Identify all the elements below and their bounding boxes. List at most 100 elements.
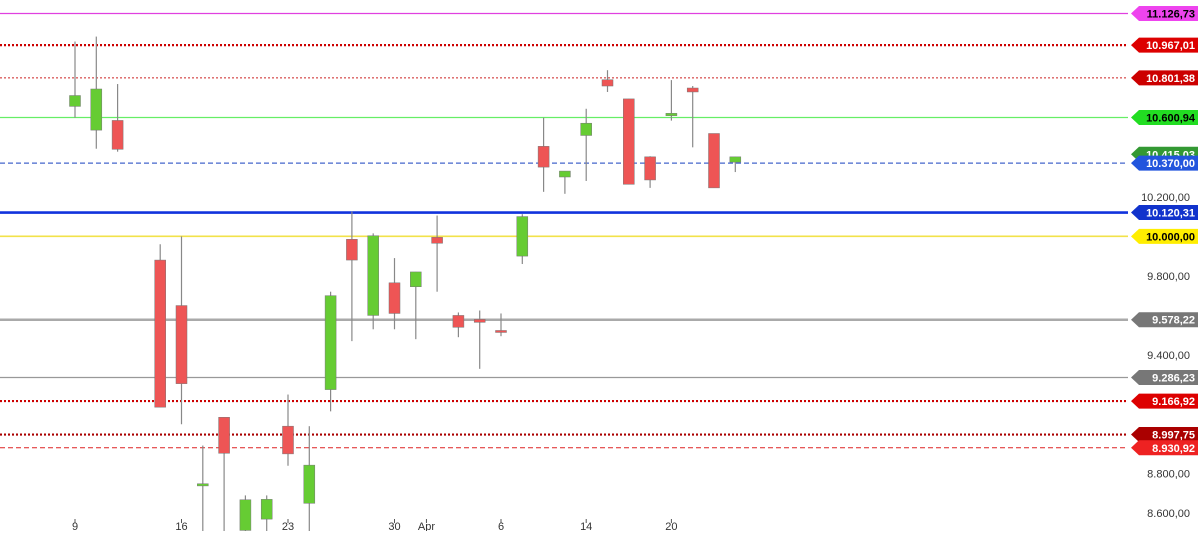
price-label-text: 10.967,01 <box>1146 40 1195 52</box>
candle-body <box>218 417 230 454</box>
candle <box>90 36 103 149</box>
candle-body <box>537 146 550 168</box>
candle-body <box>644 156 656 181</box>
y-axis: 10.200,00 9.800,00 9.400,00 8.800,00 8.600,0… <box>1141 192 1190 520</box>
candle <box>473 310 486 369</box>
price-label-tag <box>1131 228 1198 244</box>
level-price-label: 10.120,31 <box>1131 205 1198 221</box>
level-price-label: 9.286,23 <box>1131 369 1198 385</box>
candle <box>559 170 571 194</box>
y-tick-label: 10.200,00 <box>1141 192 1190 204</box>
level-price-label: 9.578,22 <box>1131 312 1198 328</box>
candle <box>708 133 720 189</box>
candle <box>175 236 188 425</box>
candle-body <box>260 499 273 520</box>
candle <box>410 271 422 340</box>
y-tick-label: 8.800,00 <box>1147 469 1190 481</box>
price-label-text: 9.166,92 <box>1152 396 1195 408</box>
price-label-text: 8.930,92 <box>1152 443 1195 455</box>
candle-body <box>580 122 592 136</box>
candle <box>324 291 337 412</box>
candle-body <box>69 95 81 107</box>
price-label-tag <box>1131 440 1198 456</box>
candle <box>260 495 273 531</box>
candle-body <box>197 483 209 487</box>
price-label-text: 11.126,73 <box>1147 9 1195 21</box>
candle <box>729 156 742 173</box>
x-tick-label: 23 <box>282 521 294 531</box>
candle <box>431 215 443 292</box>
level-price-label: 9.166,92 <box>1131 393 1198 409</box>
price-label-text: 10.600,94 <box>1146 112 1196 124</box>
price-label-text: 8.997,75 <box>1152 430 1195 442</box>
price-label-text: 9.578,22 <box>1152 315 1195 327</box>
candle <box>282 394 294 466</box>
level-price-label: 10.600,94 <box>1131 109 1198 125</box>
candle-body <box>601 79 614 87</box>
price-label-text: 10.370,00 <box>1146 158 1195 170</box>
candle-body <box>154 259 166 408</box>
price-label-tag <box>1131 109 1198 125</box>
candle <box>154 244 166 408</box>
candle-body <box>452 315 465 328</box>
price-label-tag <box>1131 70 1198 86</box>
candle-body <box>473 319 486 323</box>
x-tick-label: 30 <box>388 521 400 531</box>
x-tick-label: 14 <box>580 521 592 531</box>
price-label-tag <box>1131 155 1198 171</box>
candle-body <box>367 235 379 316</box>
candles-layer <box>69 36 742 531</box>
candle-body <box>516 216 529 257</box>
price-label-tag <box>1131 369 1198 385</box>
y-tick-label: 9.400,00 <box>1147 350 1190 362</box>
candle <box>665 80 678 121</box>
candle <box>111 84 124 152</box>
candle-body <box>388 282 401 314</box>
candle-body <box>708 133 720 189</box>
level-price-label: 10.801,38 <box>1131 70 1198 86</box>
levels-layer <box>0 12 1128 449</box>
price-label-tag <box>1131 427 1198 443</box>
candle-body <box>559 170 571 178</box>
candle-body <box>431 237 443 244</box>
candle-body <box>282 425 294 455</box>
x-tick-label: 6 <box>498 521 504 531</box>
candle <box>239 495 252 531</box>
candle-body <box>623 98 635 185</box>
candle-body <box>495 330 507 333</box>
candle <box>69 41 81 118</box>
candle-body <box>346 239 358 261</box>
candle <box>218 417 230 531</box>
candle <box>197 445 209 531</box>
level-labels: 11.126,7310.967,0110.801,3810.600,9410.4… <box>1131 6 1198 456</box>
price-label-text: 9.286,23 <box>1152 372 1195 384</box>
x-tick-label: 9 <box>72 521 78 531</box>
candle <box>346 211 358 342</box>
candle-body <box>410 271 422 288</box>
level-price-label: 8.997,75 <box>1131 427 1198 443</box>
candle <box>644 156 656 188</box>
candle <box>623 98 635 185</box>
price-label-tag <box>1131 312 1198 328</box>
candle <box>686 86 699 148</box>
candle <box>580 108 592 181</box>
candle <box>601 70 614 92</box>
price-label-text: 10.120,31 <box>1146 208 1195 220</box>
candle-body <box>303 464 316 504</box>
y-tick-label: 8.600,00 <box>1147 508 1190 520</box>
candle <box>367 233 379 330</box>
price-label-tag <box>1131 393 1198 409</box>
candle-body <box>324 295 337 390</box>
price-label-tag <box>1131 205 1198 221</box>
candle <box>537 117 550 192</box>
price-label-text: 10.801,38 <box>1146 73 1195 85</box>
candle <box>303 426 316 531</box>
price-label-tag <box>1131 37 1198 53</box>
x-tick-label: 20 <box>665 521 677 531</box>
price-label-tag <box>1131 6 1198 22</box>
candle-body <box>729 156 742 163</box>
price-label-text: 10.000,00 <box>1146 231 1195 243</box>
